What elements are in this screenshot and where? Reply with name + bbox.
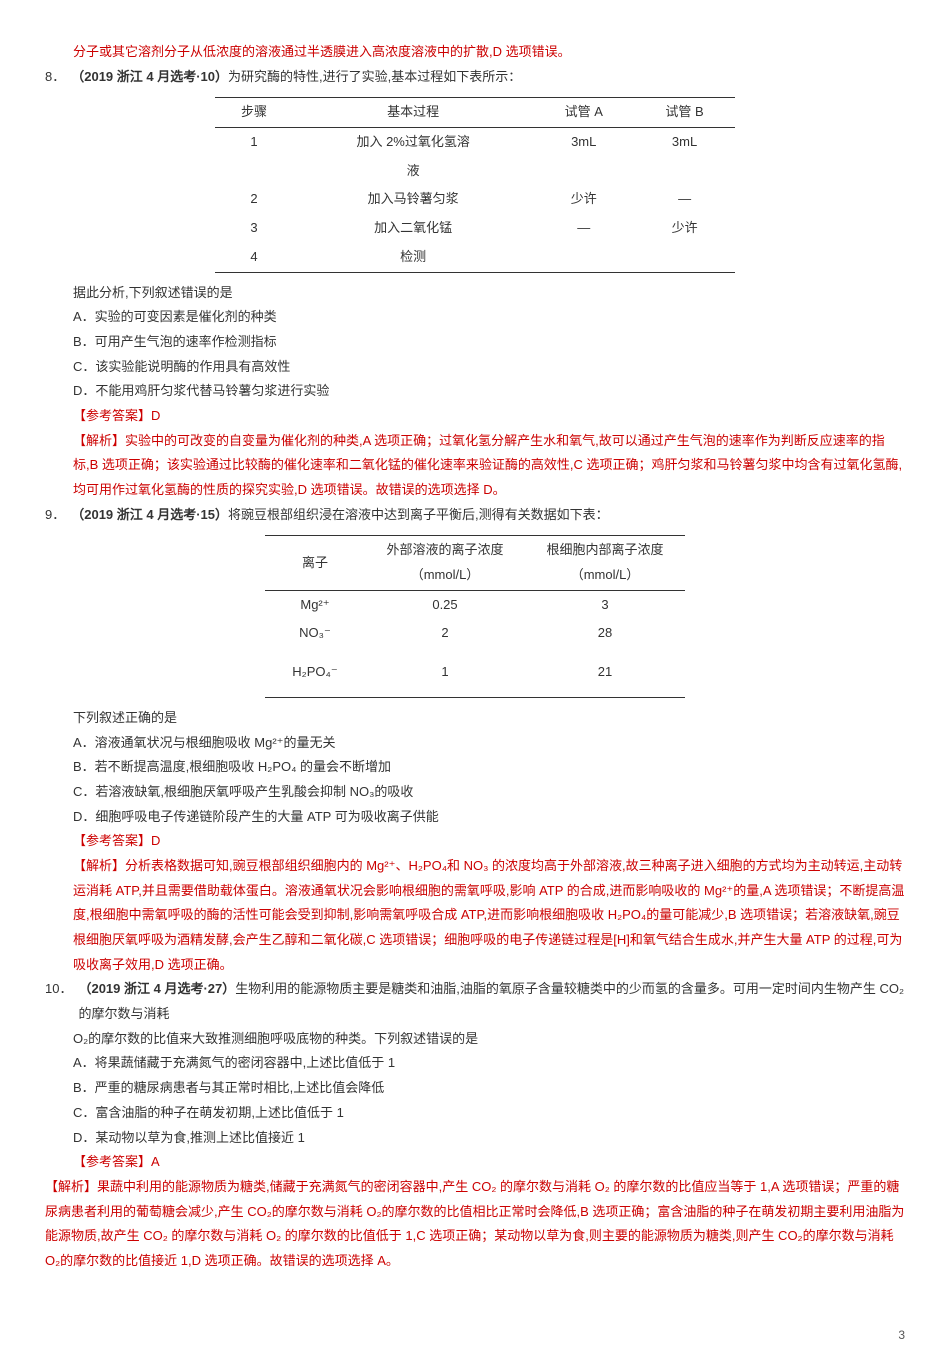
td: 0.25 bbox=[365, 590, 525, 619]
td bbox=[634, 243, 735, 272]
th: 试管 A bbox=[533, 98, 634, 128]
table-header-row: 步骤 基本过程 试管 A 试管 B bbox=[215, 98, 735, 128]
td: 加入马铃薯匀浆 bbox=[293, 185, 533, 214]
td: — bbox=[634, 185, 735, 214]
q10-analysis: 【解析】果蔬中利用的能源物质为糖类,储藏于充满氮气的密闭容器中,产生 CO₂ 的… bbox=[45, 1175, 905, 1274]
option-d: D．不能用鸡肝匀浆代替马铃薯匀浆进行实验 bbox=[45, 379, 905, 404]
td: 少许 bbox=[533, 185, 634, 214]
page-number: 3 bbox=[45, 1274, 905, 1347]
analysis-lead: 【解析】 bbox=[45, 1179, 97, 1194]
td: 3 bbox=[525, 590, 685, 619]
q9-table: 离子 外部溶液的离子浓度（mmol/L） 根细胞内部离子浓度（mmol/L） M… bbox=[265, 535, 685, 697]
q9-after: 下列叙述正确的是 bbox=[45, 706, 905, 731]
q9-answer: 【参考答案】D bbox=[45, 829, 905, 854]
option-c: C．该实验能说明酶的作用具有高效性 bbox=[45, 355, 905, 380]
q8-after: 据此分析,下列叙述错误的是 bbox=[45, 281, 905, 306]
q8-number: 8． bbox=[45, 65, 71, 90]
q10-options: A．将果蔬储藏于充满氮气的密闭容器中,上述比值低于 1 B．严重的糖尿病患者与其… bbox=[45, 1051, 905, 1150]
table-row: NO₃⁻ 2 28 bbox=[265, 619, 685, 648]
td: — bbox=[533, 214, 634, 243]
td bbox=[533, 243, 634, 272]
th: 试管 B bbox=[634, 98, 735, 128]
option-d: D．细胞呼吸电子传递链阶段产生的大量 ATP 可为吸收离子供能 bbox=[45, 805, 905, 830]
td: 4 bbox=[215, 243, 293, 272]
option-b: B．严重的糖尿病患者与其正常时相比,上述比值会降低 bbox=[45, 1076, 905, 1101]
q9-number: 9． bbox=[45, 503, 71, 528]
td: 3mL bbox=[634, 128, 735, 186]
table-row: 1 加入 2%过氧化氢溶 3mL 3mL bbox=[215, 128, 735, 157]
table-header-row: 离子 外部溶液的离子浓度（mmol/L） 根细胞内部离子浓度（mmol/L） bbox=[265, 536, 685, 590]
option-b: B．若不断提高温度,根细胞吸收 H₂PO₄ 的量会不断增加 bbox=[45, 755, 905, 780]
td: 液 bbox=[293, 157, 533, 186]
q8-source: （2019 浙江 4 月选考·10） bbox=[71, 69, 228, 84]
q8-answer: 【参考答案】D bbox=[45, 404, 905, 429]
td: NO₃⁻ bbox=[265, 619, 365, 648]
q9-options: A．溶液通氧状况与根细胞吸收 Mg²⁺的量无关 B．若不断提高温度,根细胞吸收 … bbox=[45, 731, 905, 830]
th: 根细胞内部离子浓度（mmol/L） bbox=[525, 536, 685, 590]
table-row: Mg²⁺ 0.25 3 bbox=[265, 590, 685, 619]
td: 1 bbox=[215, 128, 293, 186]
td: 加入二氧化锰 bbox=[293, 214, 533, 243]
q10-stem-text-2: O₂的摩尔数的比值来大致推测细胞呼吸底物的种类。下列叙述错误的是 bbox=[45, 1027, 905, 1052]
q8-analysis: 【解析】实验中的可改变的自变量为催化剂的种类,A 选项正确；过氧化氢分解产生水和… bbox=[45, 429, 905, 503]
td: 3 bbox=[215, 214, 293, 243]
td: 21 bbox=[525, 648, 685, 697]
q9-stem: （2019 浙江 4 月选考·15）将豌豆根部组织浸在溶液中达到离子平衡后,测得… bbox=[71, 503, 905, 528]
option-a: A．将果蔬储藏于充满氮气的密闭容器中,上述比值低于 1 bbox=[45, 1051, 905, 1076]
table-row: 2 加入马铃薯匀浆 少许 — bbox=[215, 185, 735, 214]
table-row: 3 加入二氧化锰 — 少许 bbox=[215, 214, 735, 243]
option-d: D．某动物以草为食,推测上述比值接近 1 bbox=[45, 1126, 905, 1151]
q8-table: 步骤 基本过程 试管 A 试管 B 1 加入 2%过氧化氢溶 3mL 3mL 液… bbox=[215, 97, 735, 272]
td: 检测 bbox=[293, 243, 533, 272]
q8-stem: （2019 浙江 4 月选考·10）为研究酶的特性,进行了实验,基本过程如下表所… bbox=[71, 65, 905, 90]
option-c: C．富含油脂的种子在萌发初期,上述比值低于 1 bbox=[45, 1101, 905, 1126]
td: 28 bbox=[525, 619, 685, 648]
td: 少许 bbox=[634, 214, 735, 243]
analysis-body: 果蔬中利用的能源物质为糖类,储藏于充满氮气的密闭容器中,产生 CO₂ 的摩尔数与… bbox=[45, 1179, 904, 1268]
option-a: A．溶液通氧状况与根细胞吸收 Mg²⁺的量无关 bbox=[45, 731, 905, 756]
question-9: 9． （2019 浙江 4 月选考·15）将豌豆根部组织浸在溶液中达到离子平衡后… bbox=[45, 503, 905, 528]
prev-analysis-fragment: 分子或其它溶剂分子从低浓度的溶液通过半透膜进入高浓度溶液中的扩散,D 选项错误。 bbox=[45, 40, 905, 65]
option-b: B．可用产生气泡的速率作检测指标 bbox=[45, 330, 905, 355]
q9-analysis: 【解析】分析表格数据可知,豌豆根部组织细胞内的 Mg²⁺、H₂PO₄和 NO₃ … bbox=[45, 854, 905, 977]
question-8: 8． （2019 浙江 4 月选考·10）为研究酶的特性,进行了实验,基本过程如… bbox=[45, 65, 905, 90]
q10-stem: （2019 浙江 4 月选考·27）生物利用的能源物质主要是糖类和油脂,油脂的氧… bbox=[78, 977, 905, 1026]
th: 离子 bbox=[265, 536, 365, 590]
q9-source: （2019 浙江 4 月选考·15） bbox=[71, 507, 228, 522]
question-10: 10． （2019 浙江 4 月选考·27）生物利用的能源物质主要是糖类和油脂,… bbox=[45, 977, 905, 1026]
td: 1 bbox=[365, 648, 525, 697]
q8-stem-text: 为研究酶的特性,进行了实验,基本过程如下表所示： bbox=[228, 69, 521, 84]
th: 步骤 bbox=[215, 98, 293, 128]
td: 2 bbox=[215, 185, 293, 214]
td: 加入 2%过氧化氢溶 bbox=[293, 128, 533, 157]
option-c: C．若溶液缺氧,根细胞厌氧呼吸产生乳酸会抑制 NO₃的吸收 bbox=[45, 780, 905, 805]
td: 3mL bbox=[533, 128, 634, 186]
q9-stem-text: 将豌豆根部组织浸在溶液中达到离子平衡后,测得有关数据如下表： bbox=[228, 507, 609, 522]
td: H₂PO₄⁻ bbox=[265, 648, 365, 697]
th: 外部溶液的离子浓度（mmol/L） bbox=[365, 536, 525, 590]
q10-number: 10． bbox=[45, 977, 78, 1002]
td: 2 bbox=[365, 619, 525, 648]
th: 基本过程 bbox=[293, 98, 533, 128]
table-row: 4 检测 bbox=[215, 243, 735, 272]
td: Mg²⁺ bbox=[265, 590, 365, 619]
q10-answer: 【参考答案】A bbox=[45, 1150, 905, 1175]
option-a: A．实验的可变因素是催化剂的种类 bbox=[45, 305, 905, 330]
q8-options: A．实验的可变因素是催化剂的种类 B．可用产生气泡的速率作检测指标 C．该实验能… bbox=[45, 305, 905, 404]
q10-source: （2019 浙江 4 月选考·27） bbox=[78, 981, 235, 996]
table-row: H₂PO₄⁻ 1 21 bbox=[265, 648, 685, 697]
